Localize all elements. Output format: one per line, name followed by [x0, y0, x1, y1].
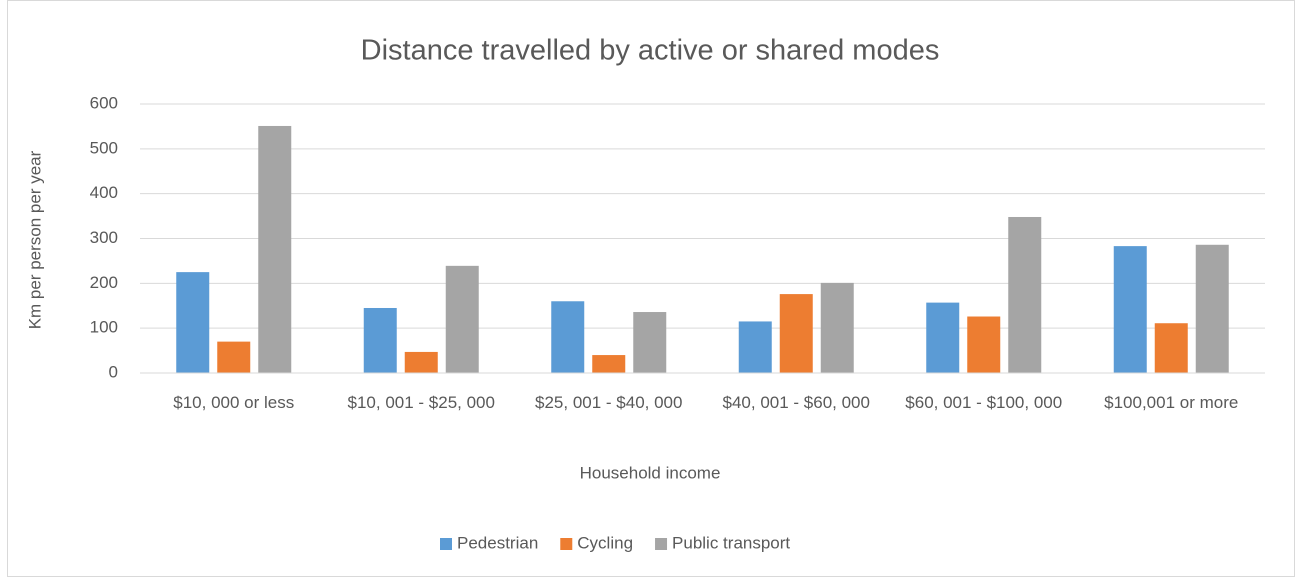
- legend-swatch: [655, 538, 668, 550]
- bar: [967, 316, 1001, 373]
- bar: [217, 341, 251, 373]
- legend-label: Pedestrian: [457, 533, 538, 552]
- y-tick-label: 0: [109, 362, 118, 381]
- bar: [404, 351, 438, 373]
- x-tick-label: $10, 001 - $25, 000: [347, 393, 495, 412]
- bar: [1008, 216, 1042, 373]
- bar: [633, 312, 667, 373]
- bar: [258, 125, 292, 374]
- legend-label: Cycling: [577, 533, 633, 552]
- x-axis-title: Household income: [580, 463, 721, 482]
- bar: [445, 265, 479, 373]
- y-tick-label: 100: [90, 318, 118, 337]
- legend-swatch: [440, 538, 452, 550]
- bar: [779, 294, 813, 373]
- bar: [363, 307, 397, 373]
- bar: [926, 302, 960, 373]
- bar: [592, 355, 626, 373]
- y-tick-label: 300: [90, 228, 118, 247]
- bar: [1195, 244, 1229, 373]
- y-tick-label: 200: [90, 273, 118, 292]
- chart-title: Distance travelled by active or shared m…: [361, 35, 940, 67]
- x-tick-label: $100,001 or more: [1104, 393, 1239, 412]
- bar: [820, 282, 854, 373]
- y-tick-label: 600: [90, 93, 118, 112]
- y-tick-label: 400: [90, 183, 118, 202]
- y-axis-title: Km per person per year: [25, 150, 44, 329]
- x-tick-label: $40, 001 - $60, 000: [722, 393, 870, 412]
- bar: [551, 301, 585, 373]
- x-tick-label: $10, 000 or less: [173, 393, 295, 412]
- x-tick-label: $25, 001 - $40, 000: [535, 393, 683, 412]
- legend-swatch: [560, 538, 573, 550]
- y-tick-label: 500: [90, 138, 118, 157]
- bar: [738, 321, 772, 373]
- legend-label: Public transport: [672, 533, 790, 552]
- chart-border: [7, 0, 1295, 577]
- bar: [1154, 323, 1188, 373]
- bar: [176, 272, 210, 373]
- x-tick-label: $60, 001 - $100, 000: [905, 393, 1063, 412]
- bar: [1113, 246, 1147, 373]
